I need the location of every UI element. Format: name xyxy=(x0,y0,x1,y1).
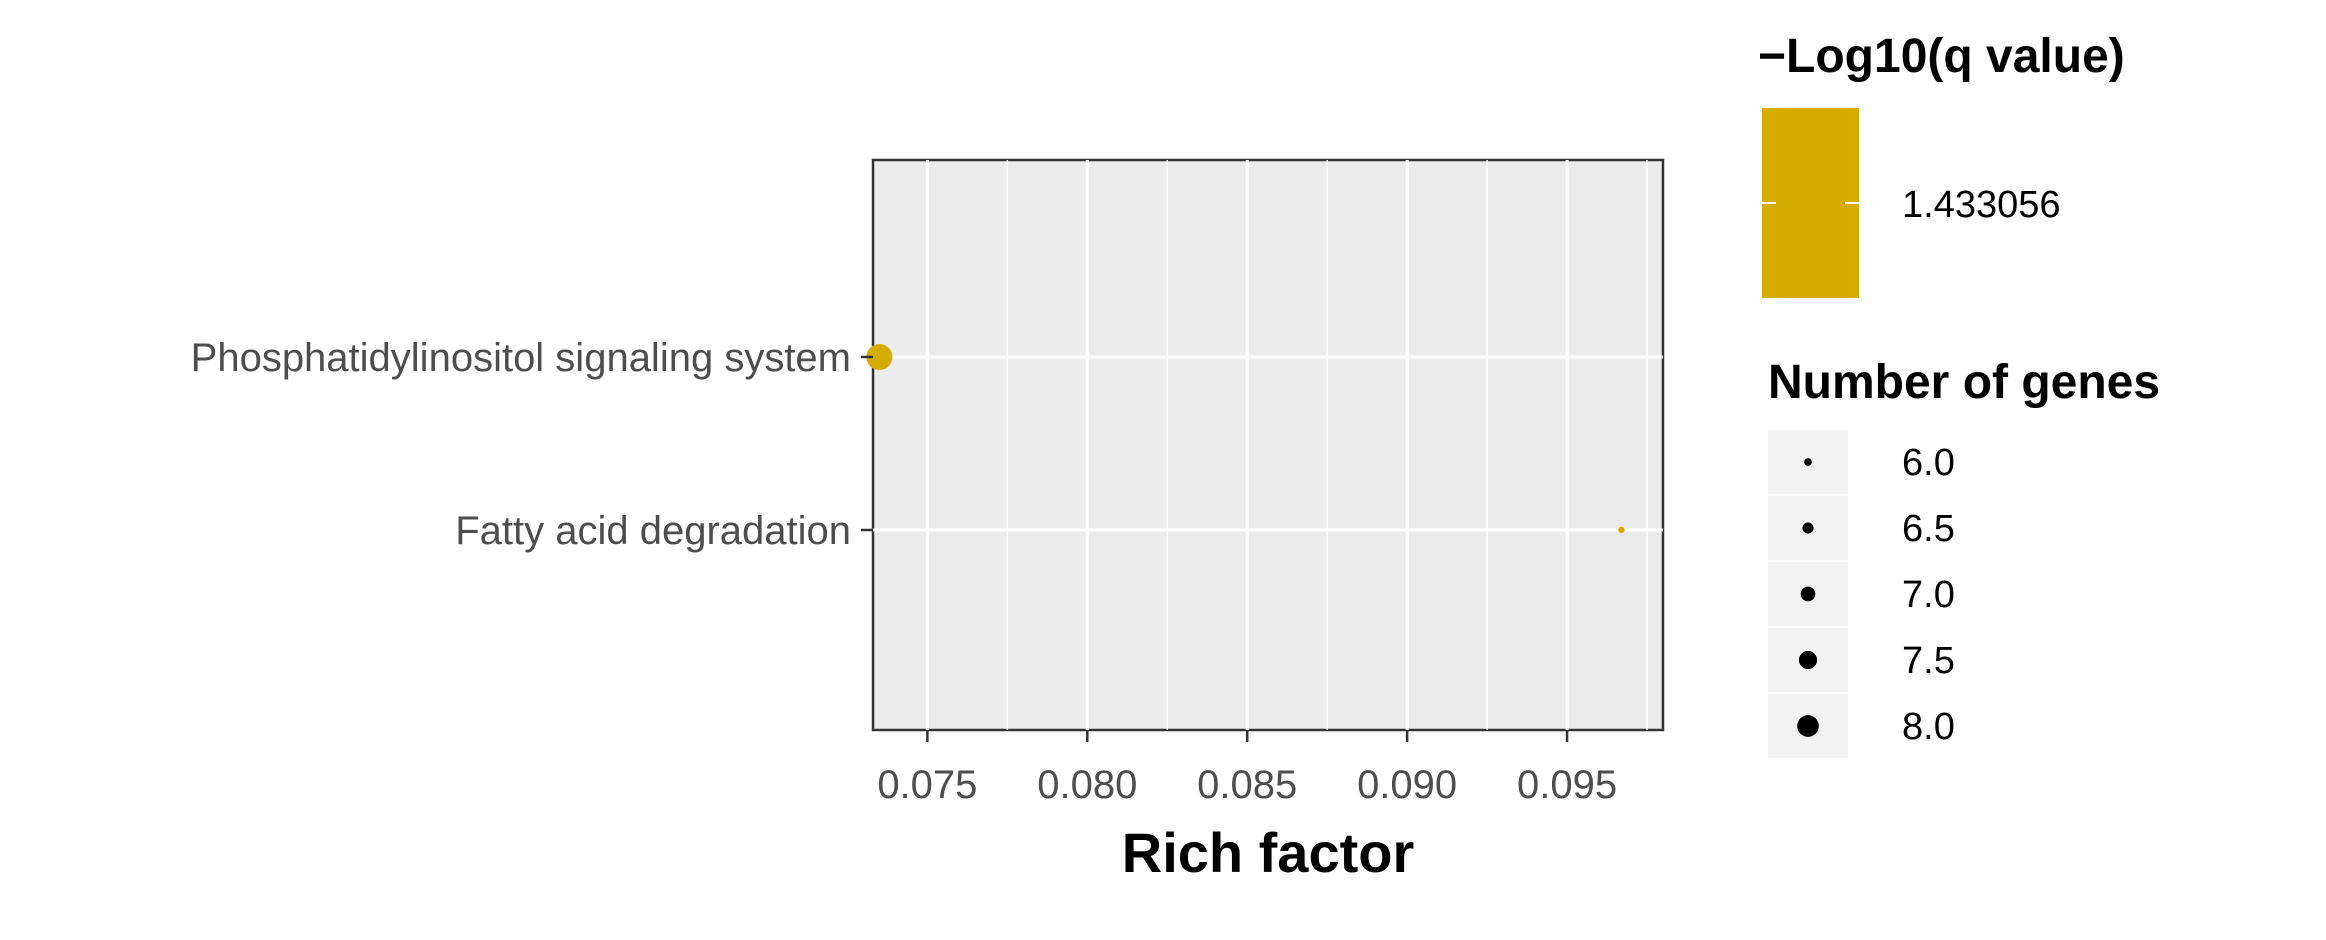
size-legend-dot xyxy=(1797,715,1819,737)
color-legend-bar xyxy=(1762,108,1859,298)
x-tick-label: 0.095 xyxy=(1517,763,1617,807)
x-axis: 0.075 0.080 0.085 0.090 0.095 xyxy=(877,730,1617,807)
size-legend-dot xyxy=(1800,586,1816,602)
size-legend-label: 7.5 xyxy=(1902,640,1955,682)
major-gridlines xyxy=(873,160,1663,730)
size-legend-label: 7.0 xyxy=(1902,574,1955,616)
minor-gridlines xyxy=(1006,160,1648,730)
data-point xyxy=(866,344,893,370)
y-tick-label: Fatty acid degradation xyxy=(455,509,851,553)
x-tick-label: 0.080 xyxy=(1037,763,1137,807)
y-tick-label: Phosphatidylinositol signaling system xyxy=(191,336,851,380)
size-legend-label: 8.0 xyxy=(1902,706,1955,748)
data-points xyxy=(866,344,1625,534)
size-legend: 6.0 6.5 7.0 7.5 8.0 xyxy=(1768,430,1955,758)
size-legend-label: 6.5 xyxy=(1902,508,1955,550)
x-tick-label: 0.085 xyxy=(1197,763,1297,807)
x-tick-label: 0.075 xyxy=(877,763,977,807)
size-legend-dot xyxy=(1798,650,1818,670)
color-legend-label: 1.433056 xyxy=(1902,184,2061,226)
size-legend-title: Number of genes xyxy=(1768,356,2160,409)
size-legend-dot xyxy=(1804,458,1812,466)
plot-panel xyxy=(871,158,1665,732)
data-point xyxy=(1618,526,1625,534)
x-tick-label: 0.090 xyxy=(1357,763,1457,807)
color-legend-title: −Log10(q value) xyxy=(1758,30,2125,83)
x-axis-title: Rich factor xyxy=(1122,821,1415,884)
y-axis: Phosphatidylinositol signaling system Fat… xyxy=(191,336,873,553)
size-legend-dot xyxy=(1802,522,1814,534)
size-legend-label: 6.0 xyxy=(1902,442,1955,484)
